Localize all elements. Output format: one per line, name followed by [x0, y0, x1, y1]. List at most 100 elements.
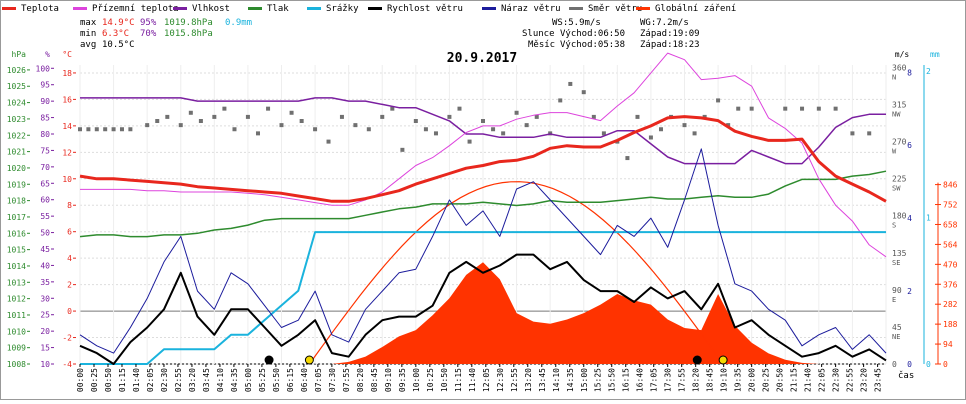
axis-tick-dir: 0: [892, 360, 897, 369]
astro-marker-0: [264, 355, 274, 365]
legend-swatch-8: [636, 7, 650, 10]
wind-dir-point: [433, 131, 438, 136]
axis-tick-wm2: 658: [943, 220, 958, 229]
axis-tick-hpa: 1024: [7, 99, 26, 108]
axis-tick-hpa: 1016: [7, 229, 26, 238]
axis-tick-celsius: 2: [67, 281, 72, 290]
x-tick-label: 22:30: [832, 368, 841, 392]
legend-swatch-3: [248, 7, 262, 10]
astro-marker-2: [692, 355, 702, 365]
sun-rise: Východ:06:50: [560, 29, 625, 39]
wind-dir-point: [491, 127, 496, 132]
wind-dir-point: [534, 114, 539, 119]
axis-tick-celsius: 12: [62, 148, 72, 157]
axis-tick-percent: 60: [40, 196, 50, 205]
wind-dir-point: [366, 127, 371, 132]
legend-swatch-7: [569, 7, 583, 10]
x-tick-label: 01:15: [118, 368, 127, 392]
wind-dir-point: [591, 114, 596, 119]
legend-label-0: Teplota: [21, 4, 59, 14]
wind-dir-point: [78, 127, 82, 132]
axis-tick-ms: 8: [907, 68, 912, 77]
series-p-zemn-teplota: [80, 52, 887, 258]
x-tick-label: 22:55: [846, 368, 855, 392]
axis-tick-hpa: 1012: [7, 295, 26, 304]
series-vlhkost: [80, 97, 886, 165]
axis-tick-hpa: 1022: [7, 131, 26, 140]
x-tick-label: 12:55: [510, 368, 519, 392]
stat-max-temp: 14.9°C: [102, 18, 135, 28]
axis-tick-percent: 30: [40, 294, 50, 303]
x-tick-label: 12:30: [496, 368, 505, 392]
wind-dir-point: [558, 98, 563, 103]
x-tick-label: 14:35: [566, 368, 575, 392]
axis-tick-wm2: 188: [943, 320, 958, 329]
stat-avg-temp: 10.5°C: [102, 40, 135, 50]
axis-tick-percent: 75: [40, 146, 50, 155]
axis-unit-percent: %: [45, 50, 50, 59]
wind-ws: WS:5.9m/s: [552, 18, 601, 28]
axis-tick-percent: 95: [40, 81, 50, 90]
axis-tick-dirname: NE: [892, 333, 900, 341]
legend-label-2: Vlhkost: [192, 4, 230, 14]
axis-tick-percent: 85: [40, 114, 50, 123]
wind-dir-point: [601, 131, 606, 136]
wind-dir-point: [266, 106, 271, 111]
stat-max-press: 1019.8hPa: [164, 18, 213, 28]
axis-unit-hpa: hPa: [12, 50, 27, 59]
axis-tick-percent: 35: [40, 278, 50, 287]
axis-tick-mm: 2: [926, 67, 931, 76]
axis-tick-hpa: 1019: [7, 180, 26, 189]
axis-tick-dirname: N: [892, 73, 896, 81]
wind-dir-point: [299, 119, 304, 124]
axis-tick-hpa: 1014: [7, 262, 26, 271]
x-tick-label: 16:15: [622, 368, 631, 392]
wind-dir-point: [850, 131, 855, 136]
x-tick-label: 15:00: [580, 368, 589, 392]
wind-dir-point: [111, 127, 116, 132]
wind-dir-point: [514, 110, 519, 115]
x-tick-label: 00:25: [90, 368, 99, 392]
chart-title: 20.9.2017: [447, 51, 517, 66]
legend-label-5: Rychlost větru: [387, 4, 463, 14]
axis-tick-ms: 4: [907, 214, 912, 223]
wind-dir-point: [222, 106, 227, 111]
wind-dir-point: [467, 139, 472, 144]
series-teplota: [79, 115, 887, 203]
x-axis-label: čas: [898, 370, 914, 381]
wind-dir-point: [581, 90, 586, 95]
legend-swatch-0: [2, 7, 16, 10]
wind-dir-point: [648, 135, 653, 140]
wind-dir-point: [457, 106, 462, 111]
wind-dir-point: [716, 98, 721, 103]
axis-tick-celsius: -2: [62, 334, 72, 343]
stat-avg-label: avg: [80, 40, 96, 50]
x-tick-label: 20:00: [748, 368, 757, 392]
axis-tick-percent: 15: [40, 344, 50, 353]
axis-unit-ms: m/s: [895, 50, 910, 59]
legend-label-6: Náraz větru: [501, 4, 561, 14]
axis-tick-celsius: 8: [67, 201, 72, 210]
wind-dir-point: [339, 114, 344, 119]
axis-unit-celsius: °C: [62, 50, 72, 59]
x-tick-label: 04:10: [216, 368, 225, 392]
x-tick-label: 11:40: [468, 368, 477, 392]
x-tick-label: 13:45: [538, 368, 547, 392]
x-tick-label: 02:55: [174, 368, 183, 392]
wind-dir-point: [447, 114, 452, 119]
x-tick-label: 07:55: [342, 368, 351, 392]
axis-tick-hpa: 1015: [7, 246, 26, 255]
astro-marker-3: [718, 355, 728, 365]
series-n-raz-v-tru: [79, 148, 887, 354]
x-tick-label: 13:20: [524, 368, 533, 392]
wind-dir-point: [232, 127, 237, 132]
legend: Teplota Přízemní teplota Vlhkost Tlak Srážky…: [2, 4, 736, 14]
x-tick-label: 03:20: [188, 368, 197, 392]
stat-min-press: 1015.8hPa: [164, 29, 213, 39]
x-tick-label: 14:10: [552, 368, 561, 392]
axis-tick-wm2: 470: [943, 260, 958, 269]
axis-tick-dir: 90: [892, 286, 902, 295]
series-tlak: [79, 170, 887, 238]
axis-tick-percent: 20: [40, 327, 50, 336]
